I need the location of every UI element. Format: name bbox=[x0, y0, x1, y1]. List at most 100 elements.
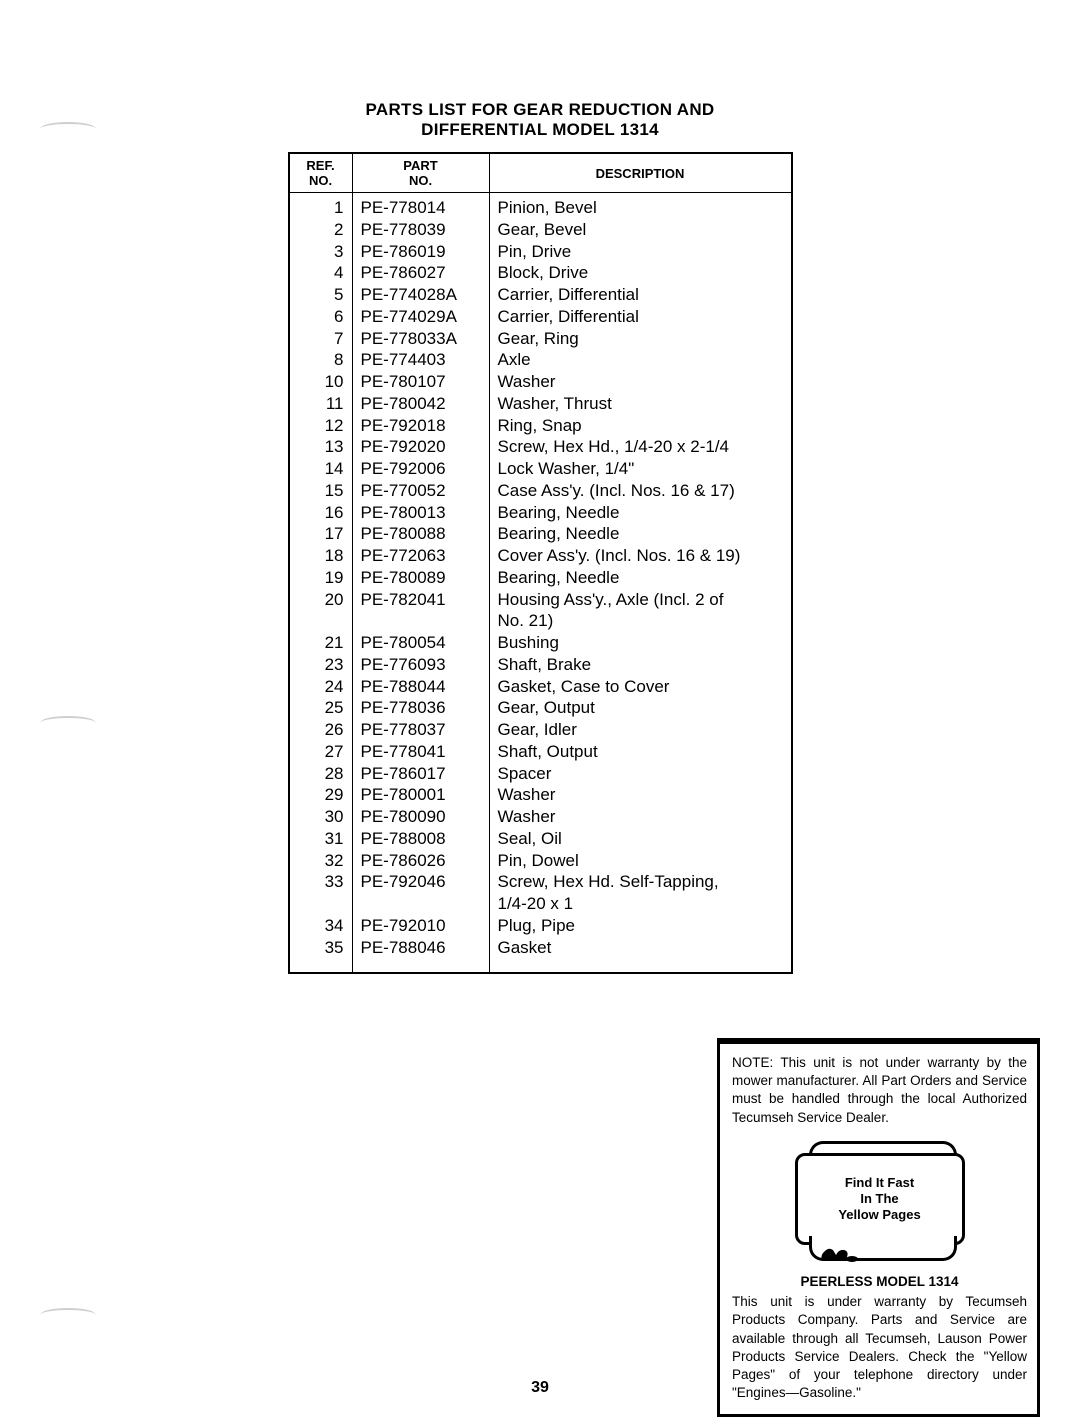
description: Carrier, Differential bbox=[489, 284, 792, 306]
part-no: PE-792020 bbox=[352, 436, 489, 458]
ref-no: 19 bbox=[289, 567, 353, 589]
ref-no: 4 bbox=[289, 262, 353, 284]
table-row: 11PE-780042Washer, Thrust bbox=[289, 393, 792, 415]
part-no: PE-792010 bbox=[352, 915, 489, 937]
description: Bearing, Needle bbox=[489, 567, 792, 589]
table-row: 6PE-774029ACarrier, Differential bbox=[289, 306, 792, 328]
description: Gasket, Case to Cover bbox=[489, 676, 792, 698]
part-no: PE-772063 bbox=[352, 545, 489, 567]
ref-no: 1 bbox=[289, 193, 353, 219]
table-row: 2PE-778039Gear, Bevel bbox=[289, 219, 792, 241]
description: Pin, Dowel bbox=[489, 850, 792, 872]
part-no: PE-774403 bbox=[352, 349, 489, 371]
table-row: 10PE-780107Washer bbox=[289, 371, 792, 393]
part-no: PE-792006 bbox=[352, 458, 489, 480]
part-no: PE-786026 bbox=[352, 850, 489, 872]
table-row: 27PE-778041Shaft, Output bbox=[289, 741, 792, 763]
header-ref: REF. NO. bbox=[289, 153, 353, 193]
ref-no: 20 bbox=[289, 589, 353, 633]
part-no: PE-774028A bbox=[352, 284, 489, 306]
description: Gear, Output bbox=[489, 697, 792, 719]
ref-no: 35 bbox=[289, 937, 353, 974]
table-row: 13PE-792020Screw, Hex Hd., 1/4-20 x 2-1/… bbox=[289, 436, 792, 458]
part-no: PE-778014 bbox=[352, 193, 489, 219]
ref-no: 11 bbox=[289, 393, 353, 415]
table-row: 21PE-780054Bushing bbox=[289, 632, 792, 654]
ref-no: 28 bbox=[289, 763, 353, 785]
ref-no: 33 bbox=[289, 871, 353, 915]
page-title: PARTS LIST FOR GEAR REDUCTION AND DIFFER… bbox=[0, 0, 1080, 140]
part-no: PE-786027 bbox=[352, 262, 489, 284]
yellow-pages-graphic: Find It Fast In The Yellow Pages bbox=[795, 1141, 965, 1261]
table-row: 32PE-786026Pin, Dowel bbox=[289, 850, 792, 872]
table-row: 31PE-788008Seal, Oil bbox=[289, 828, 792, 850]
table-row: 26PE-778037Gear, Idler bbox=[289, 719, 792, 741]
yp-line1: Find It Fast bbox=[838, 1175, 920, 1191]
part-no: PE-792046 bbox=[352, 871, 489, 915]
table-row: 30PE-780090Washer bbox=[289, 806, 792, 828]
ref-no: 34 bbox=[289, 915, 353, 937]
part-no: PE-786017 bbox=[352, 763, 489, 785]
table-row: 12PE-792018Ring, Snap bbox=[289, 415, 792, 437]
yp-line2: In The bbox=[838, 1191, 920, 1207]
part-no: PE-788044 bbox=[352, 676, 489, 698]
part-no: PE-782041 bbox=[352, 589, 489, 633]
part-no: PE-792018 bbox=[352, 415, 489, 437]
table-row: 34PE-792010Plug, Pipe bbox=[289, 915, 792, 937]
description: Washer bbox=[489, 371, 792, 393]
part-no: PE-774029A bbox=[352, 306, 489, 328]
ref-no: 31 bbox=[289, 828, 353, 850]
part-no: PE-780089 bbox=[352, 567, 489, 589]
part-no: PE-778033A bbox=[352, 328, 489, 350]
table-row: 1PE-778014Pinion, Bevel bbox=[289, 193, 792, 219]
table-row: 19PE-780089Bearing, Needle bbox=[289, 567, 792, 589]
description: Bearing, Needle bbox=[489, 523, 792, 545]
description: Gear, Bevel bbox=[489, 219, 792, 241]
table-row: 16PE-780013Bearing, Needle bbox=[289, 502, 792, 524]
yp-line3: Yellow Pages bbox=[838, 1207, 920, 1223]
table-row: 35PE-788046Gasket bbox=[289, 937, 792, 974]
note-top-text: NOTE: This unit is not under warranty by… bbox=[732, 1054, 1027, 1127]
ref-no: 6 bbox=[289, 306, 353, 328]
description: Washer bbox=[489, 806, 792, 828]
part-no: PE-780054 bbox=[352, 632, 489, 654]
description: Shaft, Brake bbox=[489, 654, 792, 676]
table-row: 7PE-778033AGear, Ring bbox=[289, 328, 792, 350]
table-row: 5PE-774028ACarrier, Differential bbox=[289, 284, 792, 306]
part-no: PE-780090 bbox=[352, 806, 489, 828]
table-row: 14PE-792006Lock Washer, 1/4" bbox=[289, 458, 792, 480]
description: Spacer bbox=[489, 763, 792, 785]
description: Axle bbox=[489, 349, 792, 371]
parts-table: REF. NO. PART NO. DESCRIPTION 1PE-778014… bbox=[288, 152, 793, 974]
description: Lock Washer, 1/4" bbox=[489, 458, 792, 480]
description: Block, Drive bbox=[489, 262, 792, 284]
header-desc: DESCRIPTION bbox=[489, 153, 792, 193]
table-row: 29PE-780001Washer bbox=[289, 784, 792, 806]
part-no: PE-788046 bbox=[352, 937, 489, 974]
part-no: PE-778041 bbox=[352, 741, 489, 763]
description: Gear, Idler bbox=[489, 719, 792, 741]
ref-no: 5 bbox=[289, 284, 353, 306]
table-row: 4PE-786027Block, Drive bbox=[289, 262, 792, 284]
description: Seal, Oil bbox=[489, 828, 792, 850]
walking-fingers-icon bbox=[819, 1241, 861, 1263]
ref-no: 7 bbox=[289, 328, 353, 350]
part-no: PE-788008 bbox=[352, 828, 489, 850]
part-no: PE-780001 bbox=[352, 784, 489, 806]
part-no: PE-778036 bbox=[352, 697, 489, 719]
description: Cover Ass'y. (Incl. Nos. 16 & 19) bbox=[489, 545, 792, 567]
part-no: PE-770052 bbox=[352, 480, 489, 502]
header-part: PART NO. bbox=[352, 153, 489, 193]
table-row: 20PE-782041Housing Ass'y., Axle (Incl. 2… bbox=[289, 589, 792, 633]
ref-no: 30 bbox=[289, 806, 353, 828]
ref-no: 3 bbox=[289, 241, 353, 263]
ref-no: 10 bbox=[289, 371, 353, 393]
table-row: 25PE-778036Gear, Output bbox=[289, 697, 792, 719]
part-no: PE-780088 bbox=[352, 523, 489, 545]
ref-no: 21 bbox=[289, 632, 353, 654]
ref-no: 32 bbox=[289, 850, 353, 872]
ref-no: 24 bbox=[289, 676, 353, 698]
ref-no: 18 bbox=[289, 545, 353, 567]
table-row: 33PE-792046Screw, Hex Hd. Self-Tapping, … bbox=[289, 871, 792, 915]
description: Case Ass'y. (Incl. Nos. 16 & 17) bbox=[489, 480, 792, 502]
